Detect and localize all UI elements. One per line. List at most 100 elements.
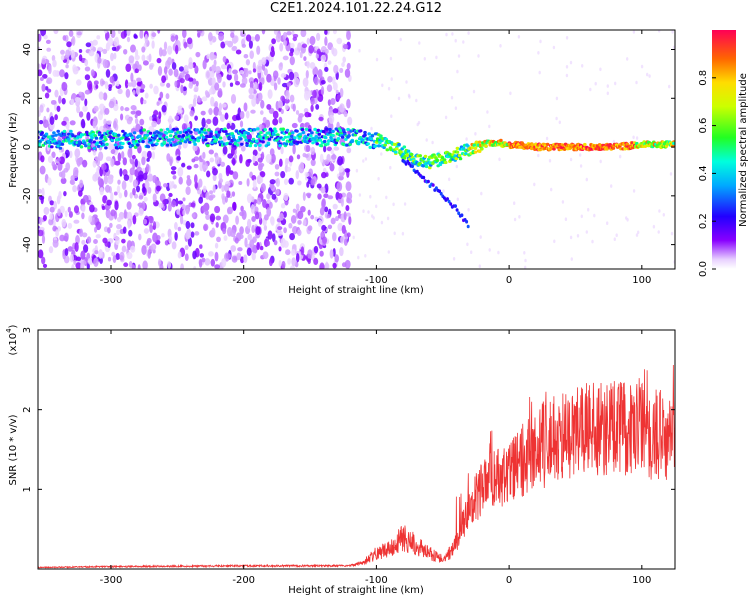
noise-speck	[136, 166, 142, 172]
noise-speck	[68, 211, 73, 218]
noise-speck	[212, 116, 219, 127]
ridge-point	[255, 127, 260, 131]
noise-speck	[65, 49, 71, 58]
noise-speck	[262, 116, 267, 123]
noise-speck	[219, 178, 224, 183]
branch-point	[446, 197, 449, 201]
noise-speck	[657, 230, 660, 234]
ridge-point	[51, 134, 55, 138]
noise-speck	[58, 95, 62, 104]
noise-speck	[170, 200, 177, 208]
noise-speck	[307, 209, 311, 216]
noise-speck	[214, 205, 221, 214]
noise-speck	[132, 214, 137, 225]
noise-speck	[105, 184, 111, 193]
noise-speck	[38, 119, 44, 125]
noise-speck	[140, 97, 144, 105]
noise-speck	[126, 36, 131, 43]
noise-speck	[220, 63, 227, 70]
noise-speck	[180, 263, 184, 269]
noise-speck	[255, 226, 261, 236]
snr-multiplier-exponent: 4	[5, 328, 13, 333]
noise-speck	[285, 158, 290, 164]
noise-speck	[220, 161, 226, 167]
ridge-point	[254, 139, 259, 143]
noise-speck	[130, 72, 134, 82]
noise-speck	[138, 195, 144, 200]
branch-point	[426, 179, 430, 184]
noise-speck	[191, 158, 196, 163]
noise-speck	[380, 152, 383, 156]
spectrogram-x-ticks: -300 -200 -100 0 100	[100, 30, 651, 286]
snr-series-line	[38, 365, 675, 569]
svg-text:(x104): (x104)	[5, 324, 19, 355]
noise-speck	[224, 40, 230, 45]
noise-speck	[239, 110, 245, 120]
ridge-point	[203, 131, 208, 135]
noise-speck	[606, 221, 609, 225]
noise-speck	[392, 202, 395, 207]
noise-speck	[55, 229, 59, 237]
noise-speck	[668, 84, 671, 89]
ridge-point	[126, 137, 130, 141]
noise-speck	[192, 144, 198, 152]
noise-speck	[40, 30, 47, 37]
noise-speck	[90, 69, 95, 77]
noise-speck	[227, 206, 233, 215]
noise-speck	[103, 30, 108, 34]
y-tick-label: 20	[22, 92, 33, 105]
ridge-point	[97, 133, 102, 137]
noise-speck	[301, 43, 308, 49]
noise-speck	[226, 190, 231, 198]
ridge-point	[423, 154, 428, 158]
y-tick-label: 0	[22, 144, 33, 150]
noise-speck	[133, 193, 139, 199]
ridge-point	[82, 141, 87, 145]
noise-speck	[147, 249, 151, 259]
noise-speck	[291, 257, 297, 267]
noise-speck	[401, 231, 405, 236]
noise-speck	[76, 256, 82, 262]
ridge-point	[458, 157, 463, 161]
x-tick-label: -100	[365, 575, 388, 586]
ridge-point	[281, 127, 286, 131]
noise-speck	[405, 80, 408, 84]
ridge-point	[314, 135, 319, 139]
noise-speck	[168, 192, 173, 198]
noise-speck	[126, 201, 132, 210]
noise-speck	[81, 205, 86, 213]
noise-speck	[176, 155, 181, 161]
noise-speck	[48, 218, 54, 226]
noise-speck	[76, 31, 82, 36]
noise-speck	[290, 248, 296, 256]
noise-speck	[88, 215, 92, 223]
noise-speck	[454, 38, 457, 43]
noise-speck	[64, 210, 68, 218]
noise-speck	[69, 120, 76, 126]
noise-speck	[118, 192, 123, 199]
noise-speck	[320, 80, 326, 85]
noise-speck	[261, 30, 266, 35]
ridge-point	[363, 133, 367, 137]
ridge-point	[370, 134, 375, 138]
noise-speck	[287, 258, 292, 265]
ridge-point	[172, 127, 176, 131]
noise-speck	[277, 77, 281, 85]
noise-speck	[390, 77, 393, 81]
noise-speck	[149, 83, 153, 89]
noise-speck	[335, 89, 339, 95]
ridge-point	[348, 142, 352, 146]
noise-speck	[277, 100, 284, 109]
noise-speck	[295, 170, 300, 180]
noise-speck	[613, 237, 616, 241]
noise-speck	[343, 211, 347, 221]
noise-speck	[114, 160, 121, 166]
noise-speck	[43, 34, 48, 40]
branch-point	[415, 169, 419, 174]
ridge-point	[130, 136, 135, 140]
branch-point	[457, 211, 461, 215]
noise-speck	[259, 176, 264, 183]
noise-speck	[148, 64, 154, 70]
noise-speck	[262, 199, 267, 208]
noise-speck	[43, 206, 50, 215]
